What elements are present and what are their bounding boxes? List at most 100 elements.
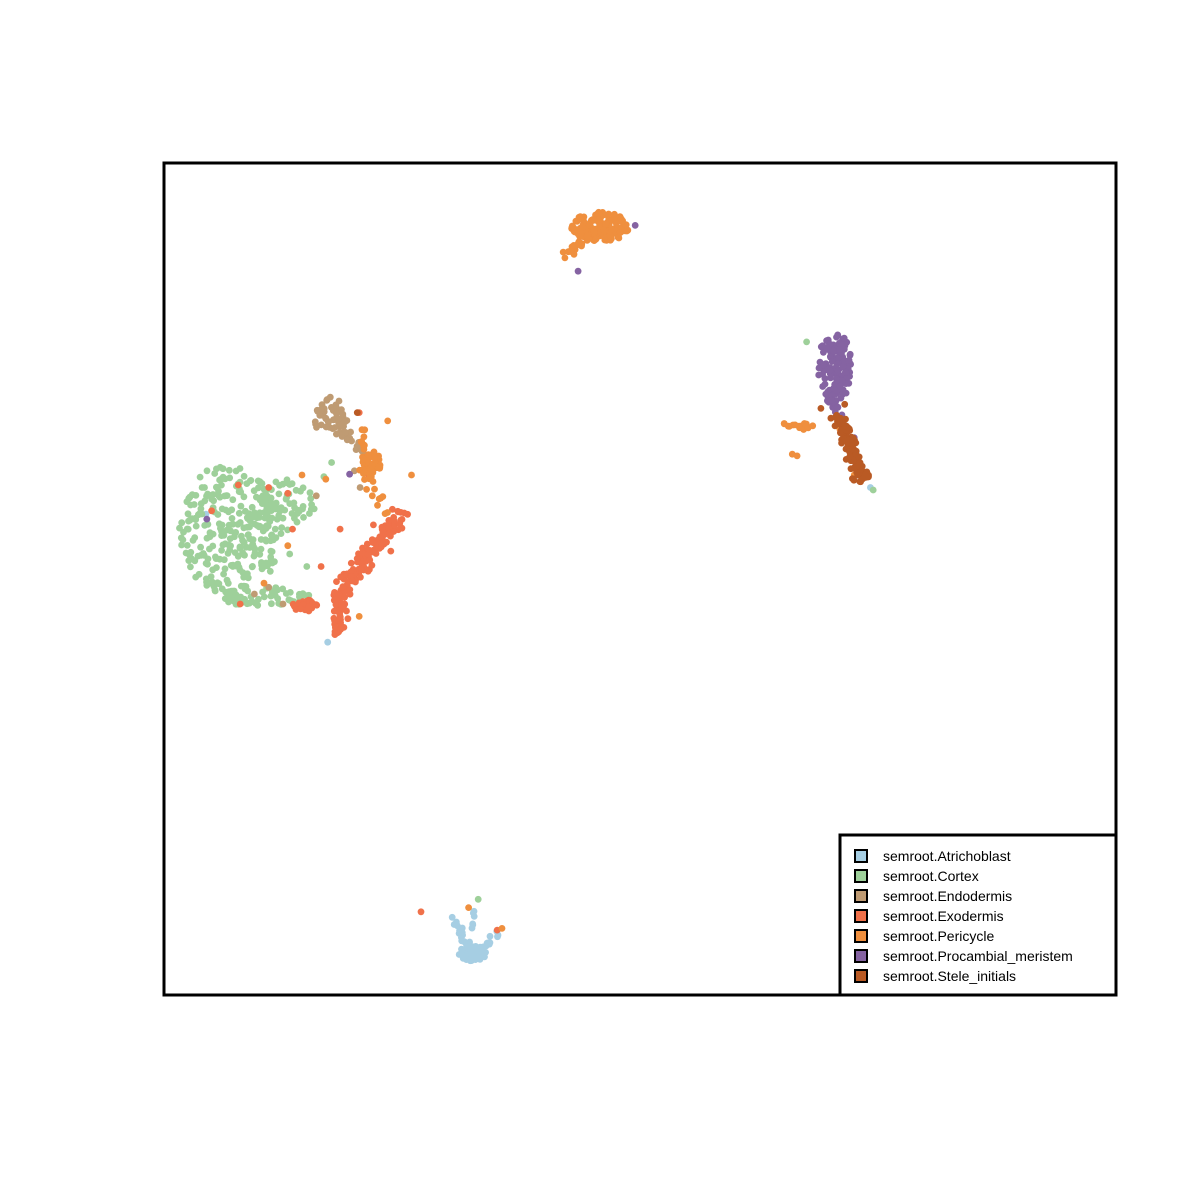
scatter-point [585,221,593,229]
scatter-point [855,453,863,461]
scatter-point [307,495,315,502]
scatter-point [236,465,244,472]
scatter-point [339,583,347,590]
scatter-point [275,490,283,498]
scatter-point [342,429,349,436]
scatter-point [184,510,192,518]
scatter-point [253,493,260,501]
scatter-point [561,254,569,262]
scatter-point [803,338,810,346]
scatter-point [190,501,198,508]
scatter-point [602,220,610,228]
scatter-point [250,552,258,560]
scatter-point [289,525,296,533]
legend-label: semroot.Endodermis [883,888,1012,904]
scatter-point [243,514,251,521]
scatter-point [294,510,301,517]
scatter-point [225,598,233,606]
scatter-point [839,377,846,385]
scatter-point [238,532,245,540]
scatter-point [465,904,472,911]
scatter-point [279,600,287,608]
scatter-point [267,557,275,564]
scatter-point [187,563,194,571]
scatter-point [266,567,274,575]
scatter-point [371,485,378,493]
scatter-point [595,216,602,224]
scatter-point [236,600,244,608]
scatter-point [850,464,858,472]
scatter-point [834,418,841,425]
scatter-point [272,505,280,513]
scatter-point [364,567,372,575]
scatter-point [272,499,280,507]
scatter-point [338,604,346,612]
scatter-point [381,510,389,517]
scatter-point [335,397,343,405]
scatter-point [240,493,248,501]
scatter-point [346,470,353,478]
scatter-point [368,561,376,569]
scatter-point [197,551,205,559]
scatter-point [579,224,587,231]
scatter-point [289,600,297,608]
scatter-point [213,465,220,473]
scatter-point [218,527,225,534]
scatter-point [213,564,220,571]
scatter-point [826,367,834,374]
scatter-point [590,227,598,234]
scatter-point [218,505,226,513]
scatter-point [235,488,243,495]
scatter-point [231,549,239,556]
scatter-point [617,215,625,223]
scatter-point [265,583,273,591]
scatter-point [204,560,211,568]
scatter-point [281,506,289,514]
scatter-point [567,248,575,256]
scatter-point [196,473,204,481]
scatter-point [225,466,233,474]
scatter-point [348,437,355,445]
scatter-point [836,346,843,353]
scatter-point [195,570,203,578]
scatter-point [360,470,367,477]
scatter-point [228,515,236,522]
scatter-point [328,459,335,466]
scatter-point [298,471,306,479]
scatter-point [251,520,258,528]
scatter-point [322,475,330,483]
legend-box [838,833,1118,997]
scatter-point [216,493,224,501]
scatter-point [204,521,212,528]
scatter-point [268,600,275,608]
scatter-point [271,592,279,599]
scatter-point [335,415,342,423]
scatter-point [208,507,216,515]
scatter-point [341,418,349,426]
scatter-point [260,579,268,587]
scatter-point [363,540,371,548]
scatter-point [283,476,291,484]
scatter-point [265,484,273,491]
legend-label: semroot.Atrichoblast [883,848,1011,864]
legend-swatch [854,849,868,863]
scatter-point [180,528,187,536]
scatter-point [296,593,303,601]
scatter-point [260,496,268,504]
scatter-point [229,520,237,528]
scatter-point [394,508,402,516]
legend-label: semroot.Exodermis [883,908,1004,924]
scatter-point [229,496,237,504]
scatter-point [223,576,231,584]
scatter-point [312,420,319,428]
scatter-point [326,393,334,401]
scatter-point [192,522,200,530]
scatter-point [371,546,379,554]
scatter-point [353,555,361,562]
scatter-point [830,347,837,355]
scatter-point [247,477,255,484]
scatter-point [198,510,206,518]
scatter-point [248,503,256,511]
scatter-point [221,565,229,573]
